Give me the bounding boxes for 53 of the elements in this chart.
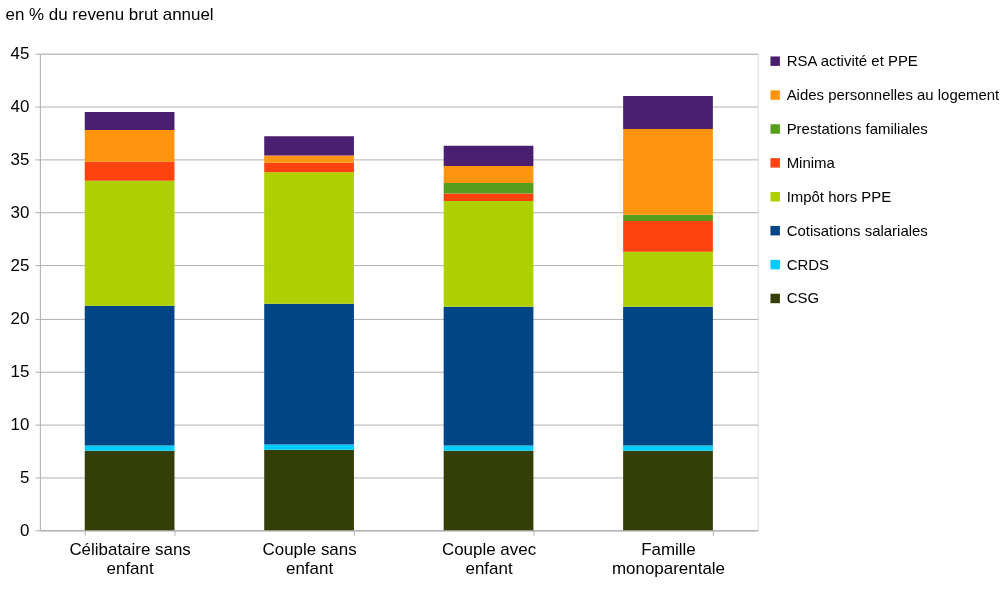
bar <box>443 165 534 183</box>
bar <box>84 450 175 531</box>
bar <box>84 180 175 306</box>
legend-label: Minima <box>786 153 836 171</box>
y-tick-label: 45 <box>10 44 30 64</box>
bar <box>443 182 534 194</box>
bar <box>443 445 534 451</box>
legend-label: CRDS <box>786 255 830 273</box>
legend-label: RSA activité et PPE <box>786 52 918 70</box>
legend-label: CSG <box>786 289 820 307</box>
bar <box>264 162 354 173</box>
y-tick-label: 30 <box>10 203 30 223</box>
y-tick-label: 20 <box>10 308 30 328</box>
y-tick-label: 10 <box>10 414 30 434</box>
bar <box>443 193 534 201</box>
y-tick-label: 35 <box>10 150 30 170</box>
y-tick-label: 5 <box>19 467 30 487</box>
y-tick-label: 25 <box>10 256 30 275</box>
legend-label: Aides personnelles au logement <box>786 86 1001 104</box>
bar <box>443 450 534 531</box>
bar <box>84 445 175 451</box>
bar <box>623 445 713 451</box>
x-tick-label: Famille monoparentale <box>612 539 725 578</box>
bar <box>264 444 354 450</box>
bar <box>623 96 713 129</box>
y-tick-label: 40 <box>10 97 30 117</box>
bar <box>264 155 354 163</box>
x-tick-label: Célibataire sans enfant <box>69 539 191 578</box>
bar <box>623 221 713 252</box>
bar <box>443 145 534 166</box>
bar <box>264 172 354 304</box>
bar <box>84 305 175 446</box>
legend-label: Impôt hors PPE <box>786 187 892 205</box>
x-tick-label: Couple avec enfant <box>441 539 537 578</box>
y-tick-label: 15 <box>10 361 30 381</box>
bar <box>264 303 354 445</box>
bar <box>623 251 713 307</box>
bar <box>623 306 713 446</box>
legend-label: Prestations familiales <box>786 119 928 137</box>
bar <box>264 136 354 156</box>
bar <box>443 200 534 307</box>
bar <box>623 128 713 215</box>
y-axis-title: en % du revenu brut annuel <box>5 5 214 25</box>
x-tick-label: Couple sans enfant <box>262 539 357 578</box>
bar <box>623 450 713 531</box>
y-tick-label: 0 <box>19 520 30 540</box>
bar <box>84 161 175 181</box>
bar <box>443 306 534 446</box>
legend-label: Cotisations salariales <box>786 221 928 239</box>
bar <box>264 449 354 531</box>
bar <box>623 214 713 222</box>
bar <box>84 111 175 130</box>
bar <box>84 129 175 162</box>
